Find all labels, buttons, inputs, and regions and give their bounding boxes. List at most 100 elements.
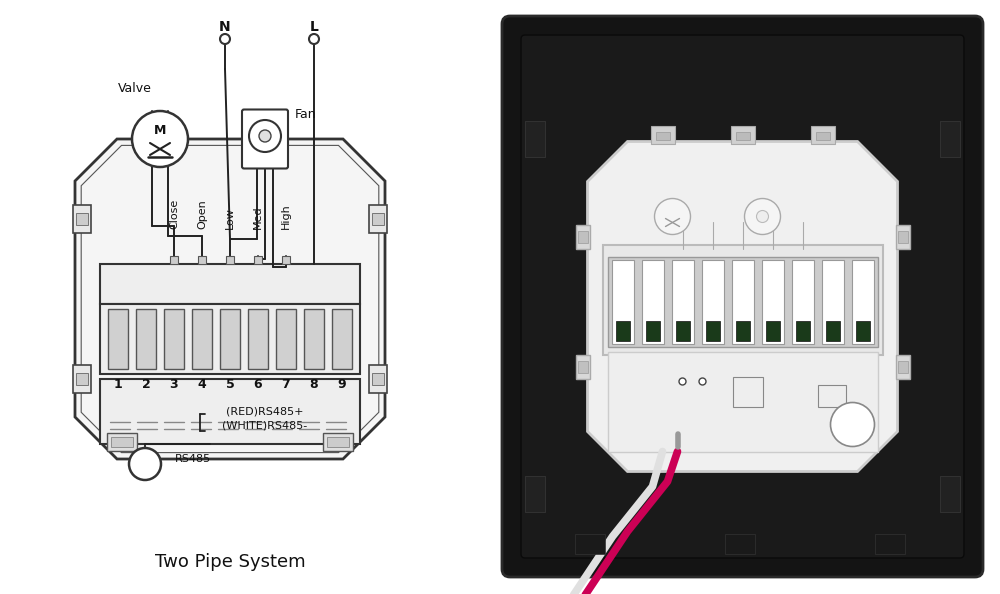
Bar <box>676 321 690 340</box>
Bar <box>576 355 590 378</box>
Bar <box>650 125 674 144</box>
Polygon shape <box>588 141 898 472</box>
Text: 4: 4 <box>198 378 206 391</box>
Bar <box>372 373 384 385</box>
Bar <box>816 131 830 140</box>
Text: Q.C.
PASSED: Q.C. PASSED <box>838 414 867 433</box>
Text: (RED)RS485+: (RED)RS485+ <box>226 406 304 416</box>
Circle shape <box>259 130 271 142</box>
Bar <box>612 260 634 343</box>
Text: +: + <box>698 371 707 381</box>
Text: -: - <box>680 371 684 381</box>
Bar <box>226 256 234 264</box>
Text: Fan: Fan <box>295 108 317 121</box>
Polygon shape <box>75 139 385 459</box>
Bar <box>875 534 905 554</box>
Text: Fan: Fan <box>778 172 787 187</box>
Bar <box>170 256 178 264</box>
Bar <box>372 213 384 225</box>
FancyBboxPatch shape <box>521 35 964 558</box>
Circle shape <box>654 198 690 235</box>
Text: 6: 6 <box>254 378 262 391</box>
Bar <box>818 384 846 406</box>
Text: Low Med High: Low Med High <box>765 137 770 187</box>
Bar <box>732 260 754 343</box>
Circle shape <box>309 34 319 44</box>
Bar <box>736 321 750 340</box>
Text: Med: Med <box>253 206 263 229</box>
Bar <box>852 260 874 343</box>
Text: Valve: Valve <box>118 83 152 96</box>
Text: Two Pipe System: Two Pipe System <box>155 553 305 571</box>
Bar <box>796 321 810 340</box>
Bar <box>646 321 660 340</box>
Bar <box>898 361 908 372</box>
Bar <box>111 437 133 447</box>
Bar <box>810 125 834 144</box>
Text: 2: 2 <box>142 378 150 391</box>
Circle shape <box>220 34 230 44</box>
Text: 9: 9 <box>338 378 346 391</box>
Text: Open: Open <box>197 199 207 229</box>
Circle shape <box>679 378 686 385</box>
Circle shape <box>249 120 281 152</box>
Text: Close Open: Close Open <box>654 147 660 187</box>
Bar <box>136 309 156 369</box>
Bar <box>282 256 290 264</box>
Bar <box>642 260 664 343</box>
Bar <box>108 309 128 369</box>
Text: 5: 5 <box>739 352 746 362</box>
Bar <box>672 260 694 343</box>
Text: High: High <box>281 203 291 229</box>
Text: 3: 3 <box>170 378 178 391</box>
Bar <box>76 373 88 385</box>
Circle shape <box>757 210 768 223</box>
Bar <box>276 309 296 369</box>
Bar <box>826 321 840 340</box>
Text: MODBUS: MODBUS <box>671 356 714 366</box>
Text: (WHITE)RS485-: (WHITE)RS485- <box>222 421 308 431</box>
Bar <box>578 361 588 372</box>
FancyBboxPatch shape <box>242 109 288 169</box>
Bar <box>896 355 910 378</box>
Bar <box>792 260 814 343</box>
Bar <box>656 131 670 140</box>
Text: 3: 3 <box>679 352 686 362</box>
Text: 7: 7 <box>799 352 806 362</box>
Bar <box>100 264 360 304</box>
Bar <box>702 260 724 343</box>
Bar <box>198 256 206 264</box>
Bar <box>254 256 262 264</box>
Bar <box>608 352 878 451</box>
Bar <box>304 309 324 369</box>
Circle shape <box>830 403 874 447</box>
Bar <box>575 534 605 554</box>
Text: M: M <box>154 125 166 137</box>
Bar <box>736 131 750 140</box>
Bar <box>576 225 590 248</box>
Bar <box>220 309 240 369</box>
Bar <box>730 125 755 144</box>
Text: White: White <box>653 384 682 393</box>
Circle shape <box>129 448 161 480</box>
Bar <box>940 121 960 157</box>
Text: 9: 9 <box>859 352 866 362</box>
Text: L: L <box>310 20 318 34</box>
Bar <box>369 205 387 233</box>
Bar <box>525 121 545 157</box>
Text: 2: 2 <box>649 352 656 362</box>
Text: 4: 4 <box>709 352 716 362</box>
Bar <box>327 437 349 447</box>
Text: 6: 6 <box>769 352 776 362</box>
Bar <box>732 377 763 406</box>
Bar <box>896 225 910 248</box>
Text: IP20: IP20 <box>820 390 843 400</box>
Circle shape <box>132 111 188 167</box>
Bar <box>323 433 353 451</box>
Bar <box>76 213 88 225</box>
Text: 8: 8 <box>829 352 836 362</box>
Bar <box>525 476 545 512</box>
Bar <box>762 260 784 343</box>
Bar <box>940 476 960 512</box>
FancyBboxPatch shape <box>502 16 983 577</box>
